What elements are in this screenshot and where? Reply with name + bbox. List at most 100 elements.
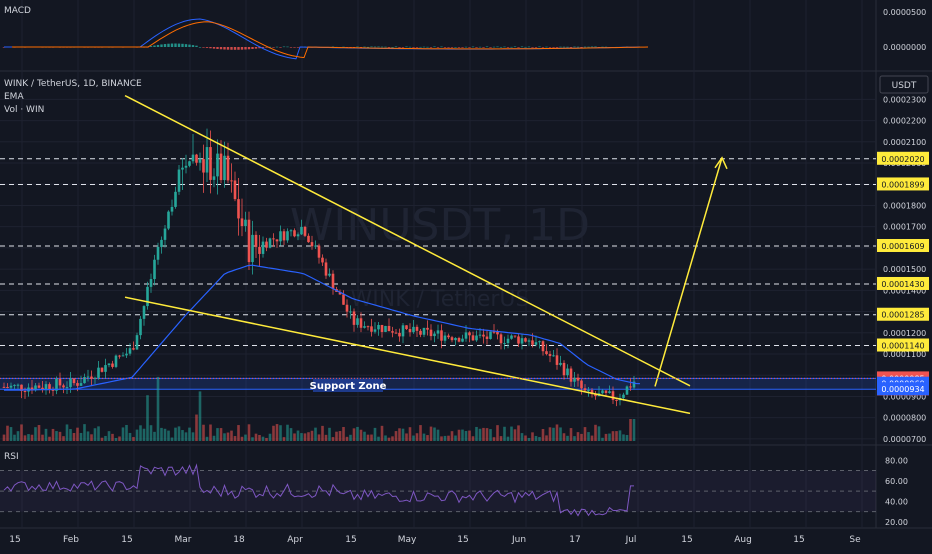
volume-bar (23, 435, 27, 441)
candle-body (55, 379, 58, 391)
candle-body (513, 335, 517, 337)
candle-body (69, 378, 72, 388)
macd-histogram-bar (520, 46, 524, 48)
macd-histogram-bar (282, 46, 286, 48)
candle-body (272, 238, 275, 240)
ema-line (4, 264, 641, 391)
candle-body (104, 365, 107, 372)
macd-histogram-bar (370, 46, 373, 48)
volume-bar (443, 435, 447, 441)
time-axis-label: Jul (625, 535, 637, 545)
candle-body (303, 226, 307, 236)
volume-bar (583, 427, 587, 441)
target-level-tag: 0.0001609 (881, 242, 924, 251)
volume-bar (188, 427, 191, 441)
volume-bar (520, 433, 524, 441)
price-scale-label: 0.0000900 (883, 392, 926, 401)
candle-body (552, 355, 555, 357)
time-axis[interactable]: 15 Feb 15 Mar 18 Apr 15 May 15 Jun 17 Jul 15 Aug 15 Se (9, 535, 861, 545)
volume-bar (223, 433, 226, 441)
price-scale-label: 0.0002200 (883, 117, 926, 126)
volume-bar (279, 425, 282, 441)
volume-bar (552, 427, 555, 441)
candle-body (569, 368, 573, 382)
candle-body (219, 153, 223, 181)
candle-body (405, 325, 408, 330)
macd-histogram-bar (247, 47, 251, 50)
macd-histogram-bar (366, 46, 370, 48)
trendlines[interactable] (124, 94, 728, 415)
volume-bar (177, 426, 181, 441)
macd-histogram-bar (492, 46, 496, 48)
volume-bar (604, 433, 608, 441)
candle-body (629, 386, 632, 388)
candle-body (30, 387, 34, 391)
macd-signal-line (12, 21, 649, 59)
macd-histogram-bar (541, 47, 545, 48)
volume-bar (510, 426, 513, 441)
macd-histogram-bar (251, 47, 254, 49)
volume-bar (440, 436, 443, 441)
candle-body (419, 330, 422, 335)
price-scale-label: 0.0002100 (883, 138, 926, 147)
macd-histogram-bar (188, 44, 191, 47)
candle-body (90, 376, 93, 379)
target-level-tag-bg (877, 307, 929, 321)
support-zone[interactable] (0, 378, 876, 390)
candle-body (475, 335, 478, 341)
candle-body (202, 158, 205, 173)
candle-body (275, 239, 279, 242)
macd-histogram-bar (555, 47, 559, 48)
candle-body (363, 326, 366, 328)
volume-bar (342, 426, 345, 441)
candle-body (370, 326, 373, 332)
candle-body (156, 246, 160, 260)
volume-bar (258, 434, 261, 441)
macd-histogram-bar (419, 46, 422, 48)
price-scale-label: 0.0001700 (883, 223, 926, 232)
macd-histogram-bar (517, 47, 520, 48)
currency-button-frame[interactable] (879, 75, 929, 94)
volume-bar (184, 432, 188, 441)
macd-histogram-bar (429, 47, 433, 48)
volume-bar (272, 425, 275, 441)
ema-legend[interactable]: EMA (4, 92, 24, 102)
macd-histogram-bar (331, 46, 335, 48)
candle-body (111, 363, 114, 367)
volume-bar (104, 435, 107, 441)
rsi-scale: 80.00 60.00 40.00 20.00 (885, 456, 908, 527)
candle-body (282, 231, 286, 241)
price-scale-label: 0.0001400 (883, 286, 926, 295)
macd-histogram-bar (415, 47, 419, 48)
candle-body (247, 219, 251, 263)
volume-bar (79, 432, 83, 441)
volume-bar (212, 435, 216, 441)
volume-legend[interactable]: Vol · WIN (4, 105, 44, 115)
currency-button[interactable]: USDT (892, 81, 917, 91)
candle-body (401, 325, 405, 337)
candle-body (307, 235, 310, 243)
volume-bar (16, 431, 20, 441)
volume-bar (464, 430, 468, 441)
candle-body (268, 238, 272, 248)
volume-bar (289, 428, 293, 441)
support-zone-label-bg (313, 378, 383, 392)
target-level-tag: 0.0001430 (881, 280, 924, 289)
symbol-title[interactable]: WINK / TetherUS, 1D, BINANCE (4, 79, 142, 89)
macd-histogram-bar (265, 47, 268, 48)
candle-body (118, 355, 121, 357)
macd-histogram-bar (405, 46, 408, 48)
volume-bar (20, 424, 23, 441)
volume-bar (314, 427, 317, 441)
candle-body (457, 337, 461, 342)
volume-bar (268, 433, 272, 441)
candle-body (100, 367, 104, 372)
candle-body (454, 337, 457, 341)
candle-body (296, 234, 300, 237)
candle-body (562, 362, 566, 376)
volume-bar (198, 391, 202, 441)
candle-body (86, 376, 90, 378)
volume-bar (524, 435, 527, 441)
volume-bar (51, 428, 55, 441)
